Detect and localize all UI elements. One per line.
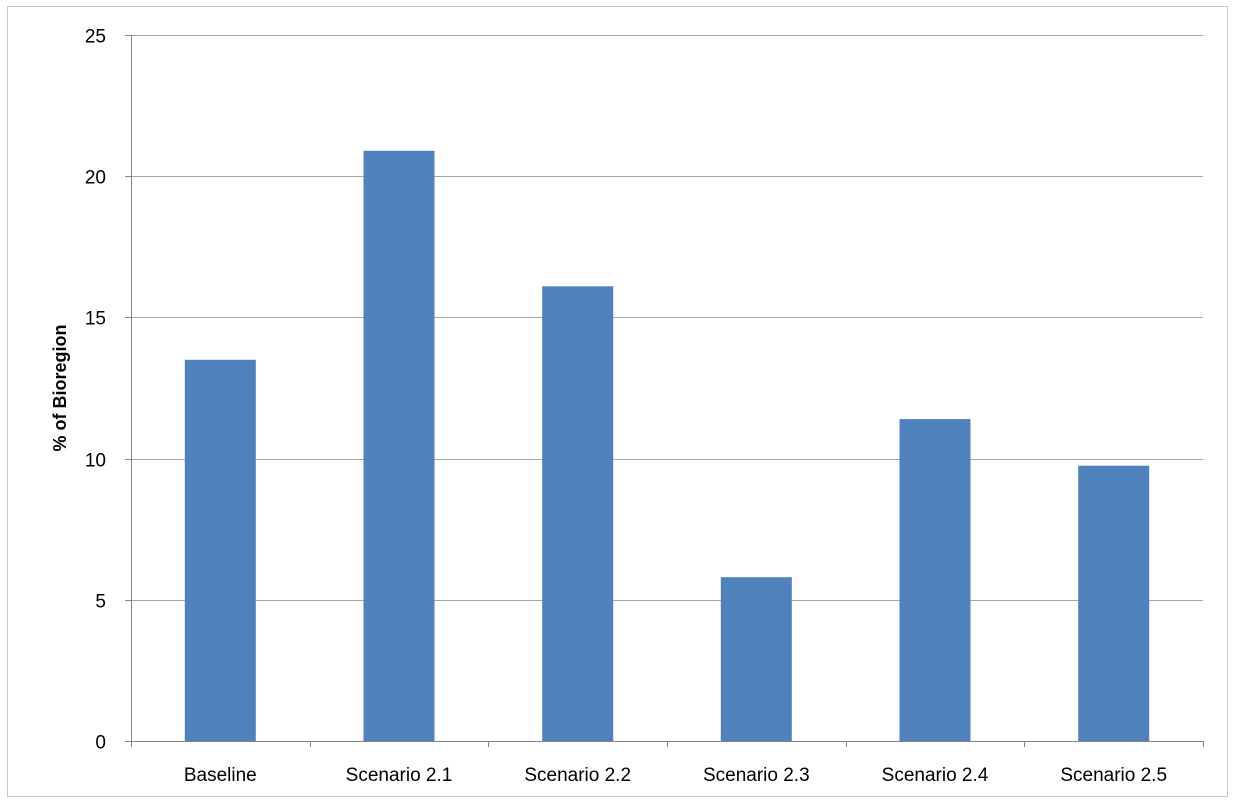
x-tick-labels: Baseline Scenario 2.1 Scenario 2.2 Scenario…: [184, 765, 1167, 786]
y-tick-labels: 0 5 10 15 20 25: [85, 27, 106, 754]
axes: [125, 35, 1204, 747]
y-tick-label: 5: [95, 592, 106, 613]
x-tick-label: Scenario 2.4: [882, 765, 989, 786]
x-tick-label: Scenario 2.2: [524, 765, 631, 786]
bar-baseline: [184, 359, 256, 741]
y-tick-label: 15: [85, 309, 106, 330]
x-tick-label: Scenario 2.1: [346, 765, 453, 786]
y-tick-label: 0: [95, 733, 106, 754]
bar-scenario-2-5: [1078, 465, 1150, 741]
bar-scenario-2-1: [363, 150, 435, 742]
x-tick-label: Baseline: [184, 765, 257, 786]
bar-scenario-2-4: [899, 419, 971, 741]
y-tick-label: 20: [85, 168, 106, 189]
y-tick-label: 25: [85, 27, 106, 48]
bars: [184, 150, 1150, 742]
bar-scenario-2-3: [720, 577, 792, 741]
y-tick-label: 10: [85, 451, 106, 472]
y-axis-title: % of Bioregion: [50, 325, 70, 452]
bar-scenario-2-2: [542, 286, 614, 741]
gridlines: [131, 35, 1203, 601]
x-tick-label: Scenario 2.5: [1060, 765, 1167, 786]
x-tick-label: Scenario 2.3: [703, 765, 810, 786]
